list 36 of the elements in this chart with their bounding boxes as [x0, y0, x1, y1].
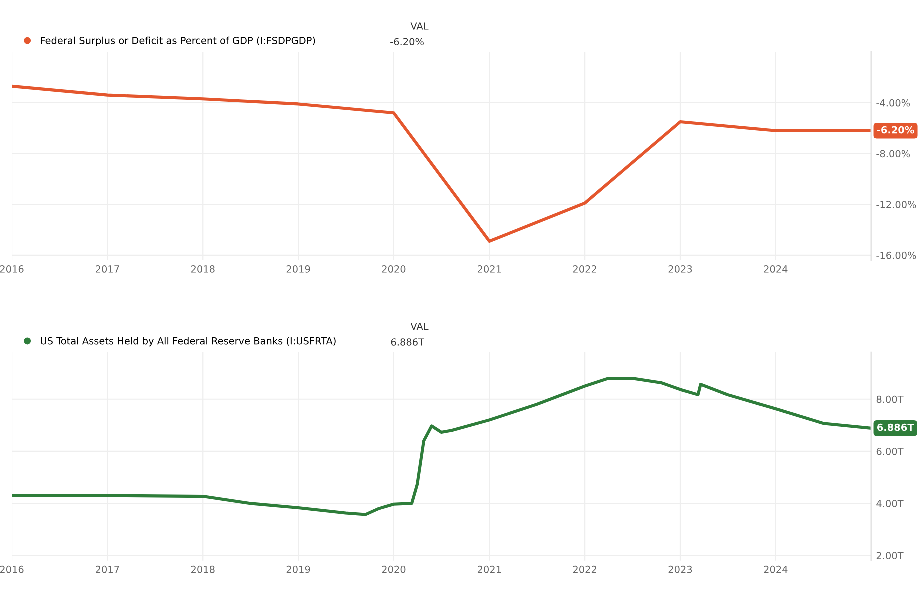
x-tick-label: 2018 — [191, 266, 215, 273]
y-tick-label: 8.00T — [876, 396, 904, 404]
line-series — [12, 377, 872, 516]
text: -6.20% — [390, 38, 424, 46]
x-tick-label: 2024 — [764, 566, 788, 574]
annotation: -6.20% — [877, 126, 914, 134]
x-tick-label: 2018 — [191, 566, 215, 574]
y-tick-label: -16.00% — [876, 252, 916, 260]
x-tick-label: 2019 — [286, 266, 310, 273]
x-tick-label: 2023 — [668, 566, 692, 574]
line-series — [12, 84, 872, 243]
x-tick-label: 2022 — [573, 566, 596, 574]
x-tick-label: 2019 — [286, 566, 310, 574]
x-tick-label: 2021 — [478, 266, 502, 273]
x-tick-label: 2016 — [0, 566, 24, 574]
x-tick-label: 2017 — [96, 266, 120, 273]
legend-label: Federal Surplus or Deficit as Percent of GDP (I:FSDPGDP) — [41, 36, 316, 46]
x-tick-label: 2017 — [96, 566, 120, 574]
x-tick-label: 2021 — [478, 566, 502, 574]
y-tick-label: -8.00% — [876, 150, 910, 158]
x-tick-label: 2023 — [668, 266, 692, 273]
annotation: 6.886T — [877, 424, 914, 432]
y-tick-label: 2.00T — [876, 552, 904, 560]
x-tick-label: 2022 — [573, 266, 596, 273]
x-tick-label: 2020 — [382, 266, 406, 273]
y-tick-label: -12.00% — [876, 201, 916, 208]
y-tick-label: -4.00% — [876, 99, 910, 107]
text: 6.886T — [391, 338, 425, 346]
text: VAL — [410, 22, 429, 30]
y-tick-label: 4.00T — [876, 500, 904, 508]
text: VAL — [410, 323, 429, 330]
x-tick-label: 2016 — [0, 266, 24, 273]
x-tick-label: 2024 — [764, 266, 788, 273]
x-tick-label: 2020 — [382, 566, 406, 574]
legend-label: US Total Assets Held by All Federal Reserve Banks (I:USFRTA) — [41, 337, 336, 347]
y-tick-label: 6.00T — [876, 448, 904, 456]
